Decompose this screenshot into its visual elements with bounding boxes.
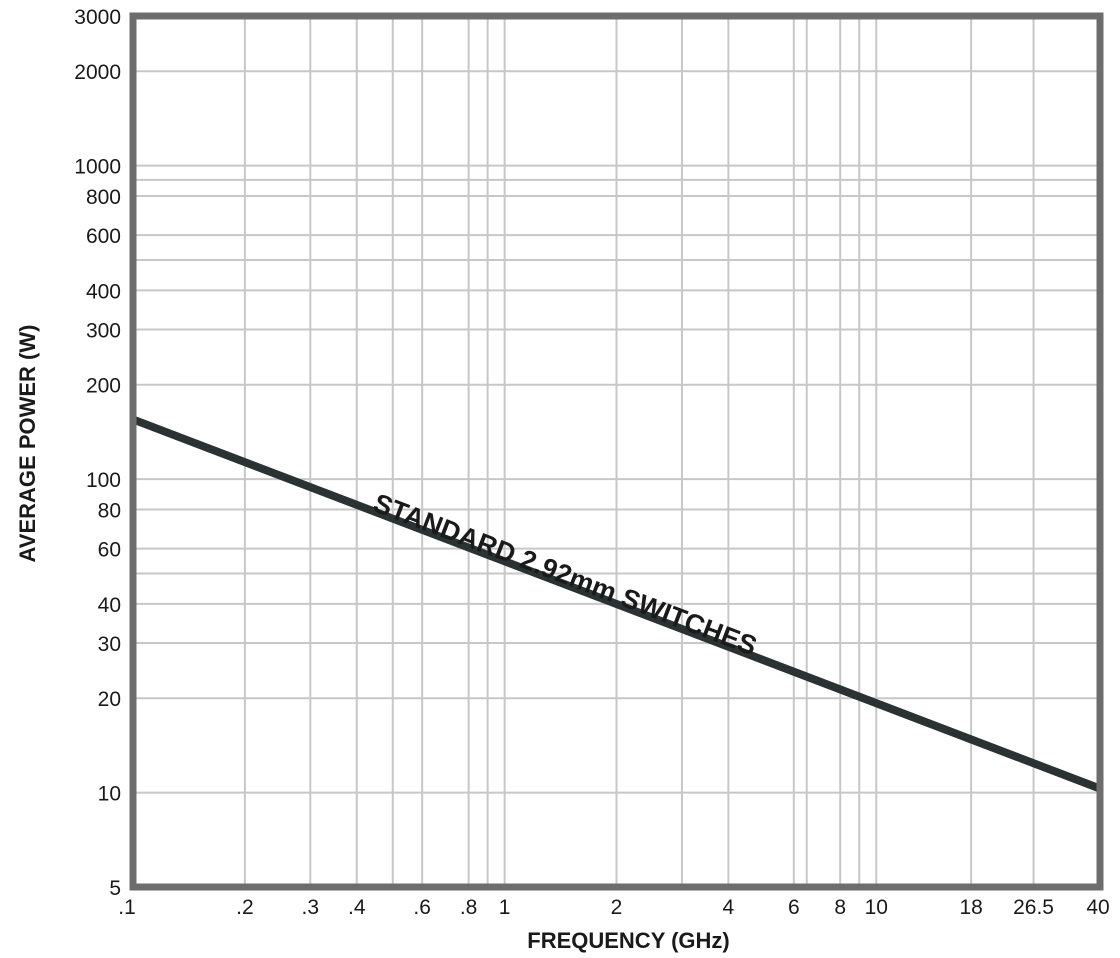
x-tick-label: .8: [460, 896, 478, 919]
x-axis-ticks: .1 .2 .3 .4 .6 .8 1 2 4 6 8 10 18 26.5 40: [118, 896, 1109, 919]
y-tick-label: 800: [86, 186, 121, 209]
y-tick-label: 40: [98, 594, 121, 617]
y-tick-label: 400: [86, 280, 121, 303]
y-tick-label: 200: [86, 375, 121, 398]
x-tick-label: 40: [1086, 896, 1109, 919]
plot-frame: [129, 12, 1104, 891]
grid: [132, 15, 1101, 888]
x-tick-label: 26.5: [1013, 896, 1054, 919]
x-tick-label: 10: [865, 896, 888, 919]
series-annotation: STANDARD 2.92mm SWITCHES: [369, 488, 760, 661]
y-tick-label: 5: [109, 877, 121, 900]
x-axis-label: FREQUENCY (GHz): [527, 928, 730, 953]
x-tick-label: 1: [499, 896, 511, 919]
y-tick-label: 60: [98, 539, 121, 562]
y-tick-label: 10: [98, 783, 121, 806]
x-tick-label: 6: [788, 896, 800, 919]
y-tick-label: 3000: [74, 6, 121, 29]
x-tick-label: 8: [834, 896, 846, 919]
x-tick-label: .3: [302, 896, 320, 919]
y-tick-label: 600: [86, 225, 121, 248]
x-tick-label: 2: [611, 896, 623, 919]
x-tick-label: 4: [723, 896, 735, 919]
x-tick-label: 18: [959, 896, 982, 919]
x-tick-label: .6: [413, 896, 431, 919]
y-tick-label: 2000: [74, 61, 121, 84]
series-line: [131, 415, 1102, 793]
y-axis-label: AVERAGE POWER (W): [15, 325, 40, 563]
x-tick-label: .2: [236, 896, 254, 919]
y-axis-ticks: 5 10 20 30 40 60 80 100 200 300 400 600 800 1000 2000 3…: [74, 6, 121, 900]
x-tick-label: .1: [118, 896, 136, 919]
y-tick-label: 300: [86, 320, 121, 343]
y-tick-label: 20: [98, 688, 121, 711]
y-tick-label: 80: [98, 499, 121, 522]
y-tick-label: 100: [86, 469, 121, 492]
series-layer: [131, 415, 1102, 793]
y-tick-label: 1000: [74, 156, 121, 179]
y-tick-label: 30: [98, 633, 121, 656]
x-tick-label: .4: [348, 896, 366, 919]
